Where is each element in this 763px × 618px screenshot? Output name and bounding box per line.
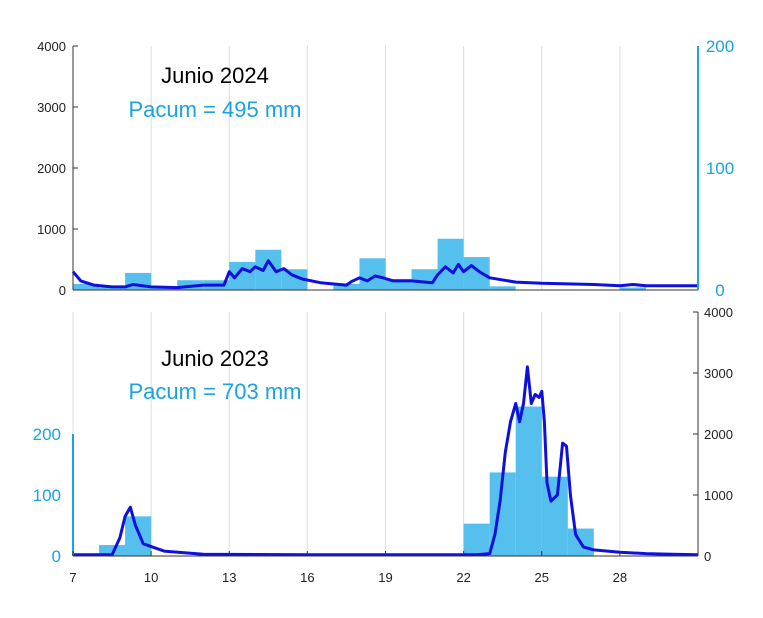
x-tick-label: 13 xyxy=(222,570,236,585)
y-tick-label-right: 1000 xyxy=(704,488,733,503)
panel-title: Junio 2024 xyxy=(161,63,269,88)
y-tick-label-left: 200 xyxy=(33,425,61,444)
y-tick-label-left: 100 xyxy=(33,486,61,505)
x-tick-label: 28 xyxy=(613,570,627,585)
y-tick-label-right: 0 xyxy=(715,281,724,300)
x-tick-label: 22 xyxy=(456,570,470,585)
bar xyxy=(359,258,386,290)
panel-2 xyxy=(72,311,699,557)
y-tick-label-left: 1000 xyxy=(37,222,66,237)
bar xyxy=(619,287,646,290)
bar xyxy=(281,269,308,290)
panel-subtitle: Pacum = 703 mm xyxy=(128,379,301,404)
x-tick-label: 16 xyxy=(300,570,314,585)
y-tick-label-right: 4000 xyxy=(704,305,733,320)
panel-title: Junio 2023 xyxy=(161,346,269,371)
bar xyxy=(125,516,152,556)
bar xyxy=(385,279,412,290)
bar xyxy=(489,286,516,290)
y-tick-label-right: 200 xyxy=(706,37,734,56)
y-tick-label-left: 2000 xyxy=(37,161,66,176)
x-tick-label: 10 xyxy=(144,570,158,585)
bar xyxy=(411,269,438,290)
series-line xyxy=(71,259,698,290)
bar xyxy=(99,545,126,556)
y-tick-label-left: 3000 xyxy=(37,100,66,115)
y-tick-label-right: 2000 xyxy=(704,427,733,442)
y-tick-label-left: 0 xyxy=(52,547,61,566)
bar xyxy=(99,287,126,290)
bar xyxy=(73,283,100,290)
panel-subtitle: Pacum = 495 mm xyxy=(128,97,301,122)
y-tick-label-left: 0 xyxy=(59,283,66,298)
x-tick-label: 7 xyxy=(69,570,76,585)
y-tick-label-right: 100 xyxy=(706,159,734,178)
bar xyxy=(333,283,360,290)
bar xyxy=(541,476,568,556)
bar xyxy=(463,523,490,556)
y-tick-label-left: 4000 xyxy=(37,39,66,54)
bar xyxy=(463,257,490,290)
y-tick-label-right: 0 xyxy=(704,549,711,564)
panel-1 xyxy=(71,45,699,291)
x-tick-label: 19 xyxy=(378,570,392,585)
bar xyxy=(515,406,542,556)
series-line xyxy=(73,365,699,557)
y-tick-label-right: 3000 xyxy=(704,366,733,381)
x-tick-label: 25 xyxy=(535,570,549,585)
